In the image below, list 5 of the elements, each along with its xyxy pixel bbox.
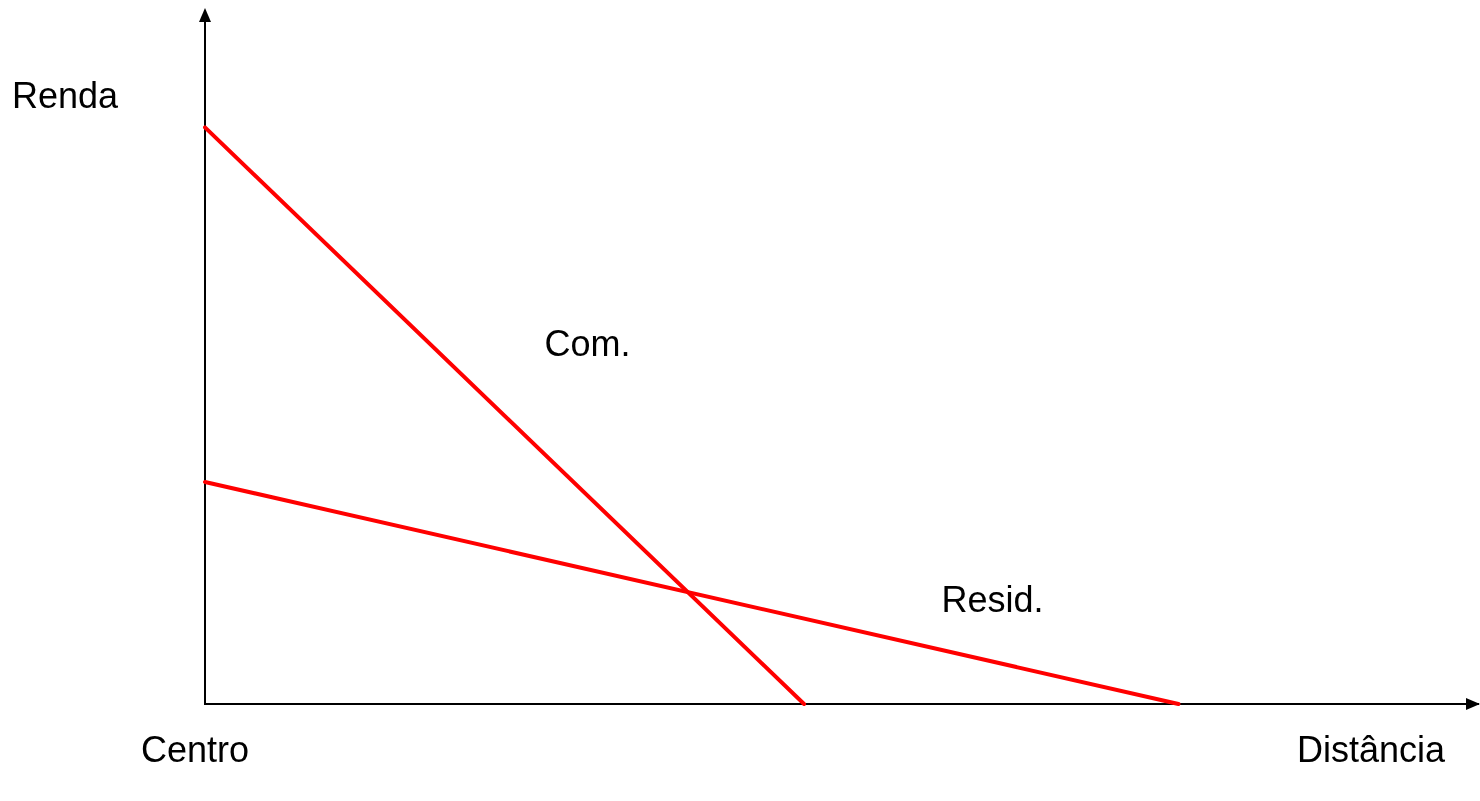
series-label: Com. bbox=[544, 322, 631, 364]
x-axis-title: Distância bbox=[1296, 729, 1446, 770]
series-label: Resid. bbox=[941, 579, 1044, 621]
text: Centro bbox=[140, 729, 250, 770]
y-axis-title: Renda bbox=[12, 75, 120, 116]
